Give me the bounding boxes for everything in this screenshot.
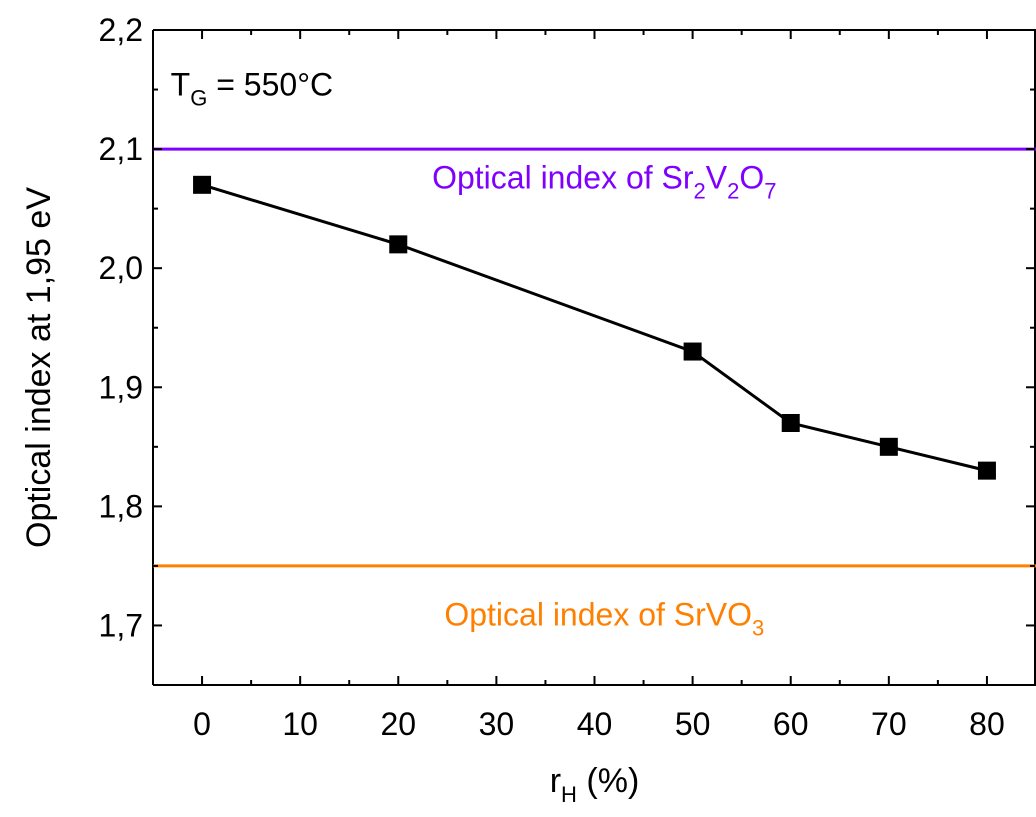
reference-label-2: Optical index of SrVO3 xyxy=(444,596,764,640)
y-tick-label: 2,2 xyxy=(99,12,143,48)
x-tick-label: 70 xyxy=(871,706,907,742)
x-tick-label: 40 xyxy=(577,706,613,742)
x-tick-label: 10 xyxy=(282,706,318,742)
x-tick-label: 30 xyxy=(479,706,515,742)
series-line-1 xyxy=(201,183,988,473)
y-tick-label: 1,9 xyxy=(99,369,143,405)
data-point xyxy=(879,437,898,456)
reference-lines xyxy=(153,147,1036,568)
y-tick-label: 2,1 xyxy=(99,131,143,167)
x-tick-label: 50 xyxy=(675,706,711,742)
y-tick-label: 1,7 xyxy=(99,607,143,643)
x-axis-title: rH (%) xyxy=(550,762,640,807)
reference-label-1: Optical index of Sr2V2O7 xyxy=(432,159,776,203)
chart-labels: Optical index of Sr2V2O7 Optical index of… xyxy=(20,12,1005,807)
x-tick-label: 60 xyxy=(773,706,809,742)
data-series xyxy=(193,175,996,480)
data-point xyxy=(193,175,212,194)
x-tick-label: 20 xyxy=(380,706,416,742)
y-tick-label: 1,8 xyxy=(99,488,143,524)
data-point xyxy=(977,461,996,480)
y-axis-title: Optical index at 1,95 eV xyxy=(20,187,58,548)
y-tick-label: 2,0 xyxy=(99,250,143,286)
data-point xyxy=(389,235,408,254)
data-point xyxy=(683,342,702,361)
x-tick-label: 80 xyxy=(969,706,1005,742)
plot-frame xyxy=(152,29,1036,686)
annotation-1: TG = 550°C xyxy=(171,67,333,111)
data-point xyxy=(781,414,800,432)
axis-ticks xyxy=(152,29,1036,686)
x-tick-label: 0 xyxy=(193,706,211,742)
